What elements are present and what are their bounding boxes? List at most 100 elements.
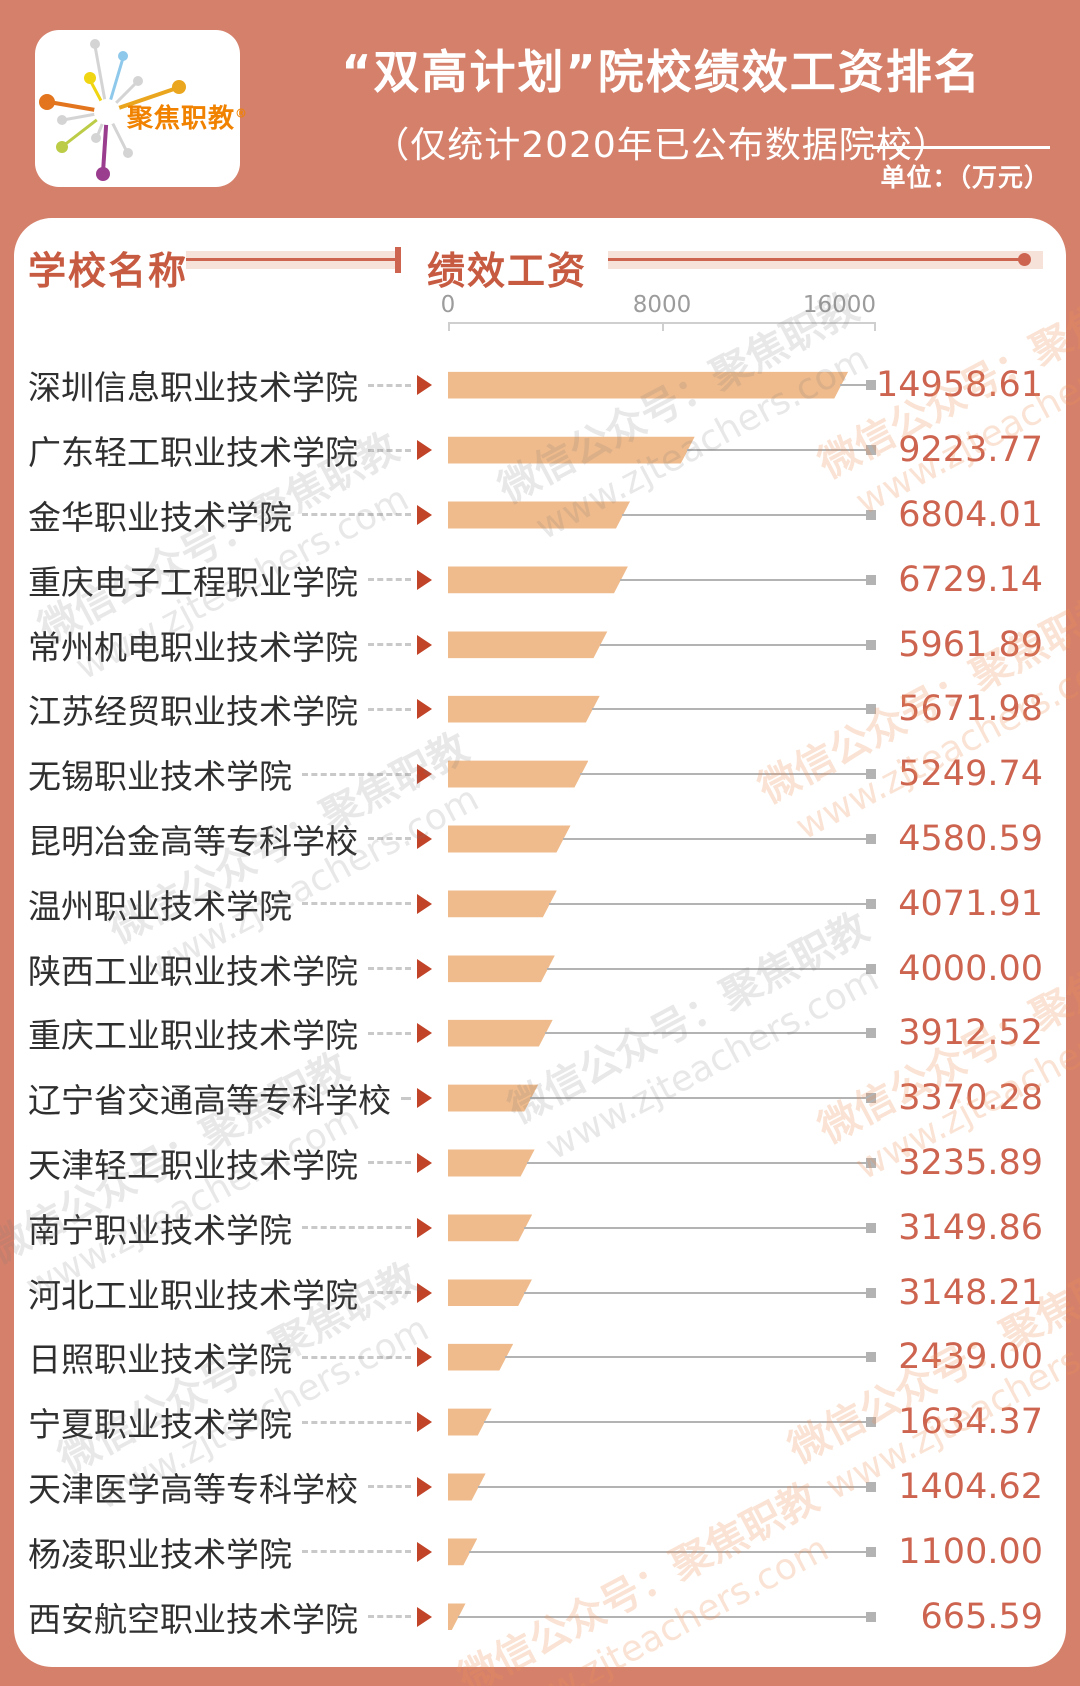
arrow-right-icon — [417, 634, 432, 655]
arrow-right-icon — [417, 440, 432, 461]
chart-row: 温州职业技术学院 4071.91 — [14, 871, 1066, 936]
salary-value: 6729.14 — [898, 559, 1043, 600]
connector-endpoint — [866, 1028, 876, 1039]
connector-line — [620, 578, 874, 581]
salary-value: 5249.74 — [898, 754, 1043, 795]
connector-line — [840, 384, 874, 387]
connector-endpoint — [866, 1093, 876, 1104]
row-label-zone: 重庆工业职业技术学院 — [28, 1001, 432, 1066]
connector-endpoint — [866, 1287, 876, 1298]
school-name: 河北工业职业技术学院 — [28, 1275, 358, 1315]
row-label-zone: 深圳信息职业技术学院 — [28, 353, 432, 418]
value-bar — [448, 761, 588, 788]
leader-dashes — [302, 1420, 411, 1424]
chart-row: 无锡职业技术学院 5249.74 — [14, 742, 1066, 807]
page-subtitle: （仅统计2020年已公布数据院校） — [373, 125, 950, 166]
row-label-zone: 无锡职业技术学院 — [28, 742, 432, 807]
connector-line — [477, 1485, 874, 1488]
connector-line — [622, 513, 874, 516]
arrow-right-icon — [417, 1282, 432, 1303]
unit-note: 单位：（万元） — [872, 146, 1050, 194]
salary-value: 4000.00 — [898, 948, 1043, 989]
column-header-school: 学校名称 — [28, 249, 189, 293]
column-header-salary: 绩效工资 — [427, 249, 588, 293]
logo: 聚焦职教® — [35, 30, 249, 187]
chart-row: 辽宁省交通高等专科学校 3370.28 — [14, 1066, 1066, 1131]
connector-endpoint — [866, 509, 876, 520]
row-plot-zone — [448, 1519, 876, 1584]
connector-endpoint — [866, 898, 876, 909]
salary-value: 3148.21 — [898, 1272, 1043, 1313]
connector-line — [580, 773, 874, 776]
school-name: 陕西工业职业技术学院 — [28, 951, 358, 991]
leader-dashes — [302, 1226, 411, 1230]
salary-value: 1634.37 — [898, 1402, 1043, 1443]
logo-text: 聚焦职教® — [127, 104, 249, 134]
value-bar — [448, 501, 630, 528]
arrow-right-icon — [417, 699, 432, 720]
chart-row: 日照职业技术学院 2439.00 — [14, 1325, 1066, 1390]
value-bar — [448, 825, 571, 852]
axis-tick — [874, 322, 876, 331]
salary-header-rule — [608, 251, 1043, 269]
chart-row: 广东轻工职业技术学院 9223.77 — [14, 418, 1066, 483]
school-name: 杨凌职业技术学院 — [28, 1534, 292, 1574]
connector-line — [547, 967, 874, 970]
row-label-zone: 日照职业技术学院 — [28, 1325, 432, 1390]
logo-burst-icon — [39, 39, 186, 181]
salary-value: 3912.52 — [898, 1013, 1043, 1054]
leader-dashes — [368, 967, 411, 971]
salary-value: 3370.28 — [898, 1078, 1043, 1119]
arrow-right-icon — [417, 1476, 432, 1497]
arrow-right-icon — [417, 1152, 432, 1173]
arrow-right-icon — [417, 1088, 432, 1109]
connector-endpoint — [866, 769, 876, 780]
value-bar — [448, 372, 848, 399]
leader-dashes — [368, 383, 411, 387]
leader-dashes — [368, 1161, 411, 1165]
connector-line — [505, 1356, 874, 1359]
school-name: 天津轻工职业技术学院 — [28, 1145, 358, 1185]
connector-endpoint — [866, 963, 876, 974]
arrow-right-icon — [417, 893, 432, 914]
connector-endpoint — [866, 1222, 876, 1233]
connector-endpoint — [866, 704, 876, 715]
row-plot-zone — [448, 1001, 876, 1066]
salary-value: 6804.01 — [898, 494, 1043, 535]
row-plot-zone — [448, 742, 876, 807]
salary-value: 5671.98 — [898, 689, 1043, 730]
connector-endpoint — [866, 833, 876, 844]
row-plot-zone — [448, 1325, 876, 1390]
school-header-rule — [186, 247, 401, 273]
connector-line — [526, 1161, 874, 1164]
connector-line — [524, 1291, 874, 1294]
unit-label: 单位：（万元） — [880, 163, 1050, 192]
chart-rows: 深圳信息职业技术学院 14958.61 广东轻工职业技术学院 9223.77 金华职业技… — [14, 353, 1066, 1649]
school-name: 金华职业技术学院 — [28, 497, 292, 537]
leader-dashes — [368, 1485, 411, 1489]
connector-endpoint — [866, 1546, 876, 1557]
salary-value: 665.59 — [920, 1596, 1043, 1637]
arrow-right-icon — [417, 1217, 432, 1238]
value-bar — [448, 1149, 535, 1176]
chart-row: 陕西工业职业技术学院 4000.00 — [14, 936, 1066, 1001]
row-label-zone: 广东轻工职业技术学院 — [28, 418, 432, 483]
salary-value: 4580.59 — [898, 818, 1043, 859]
row-label-zone: 天津医学高等专科学校 — [28, 1455, 432, 1520]
connector-line — [591, 708, 874, 711]
connector-line — [530, 1097, 874, 1100]
arrow-right-icon — [417, 569, 432, 590]
connector-line — [544, 1032, 874, 1035]
chart-row: 南宁职业技术学院 3149.86 — [14, 1195, 1066, 1260]
row-label-zone: 杨凌职业技术学院 — [28, 1519, 432, 1584]
row-plot-zone — [448, 677, 876, 742]
connector-endpoint — [866, 1611, 876, 1622]
row-label-zone: 西安航空职业技术学院 — [28, 1584, 432, 1649]
axis-tick — [448, 322, 450, 331]
school-name: 重庆电子工程职业学院 — [28, 562, 358, 602]
salary-value: 1404.62 — [898, 1466, 1043, 1507]
salary-value: 9223.77 — [898, 430, 1043, 471]
leader-dashes — [368, 643, 411, 647]
row-plot-zone — [448, 1260, 876, 1325]
